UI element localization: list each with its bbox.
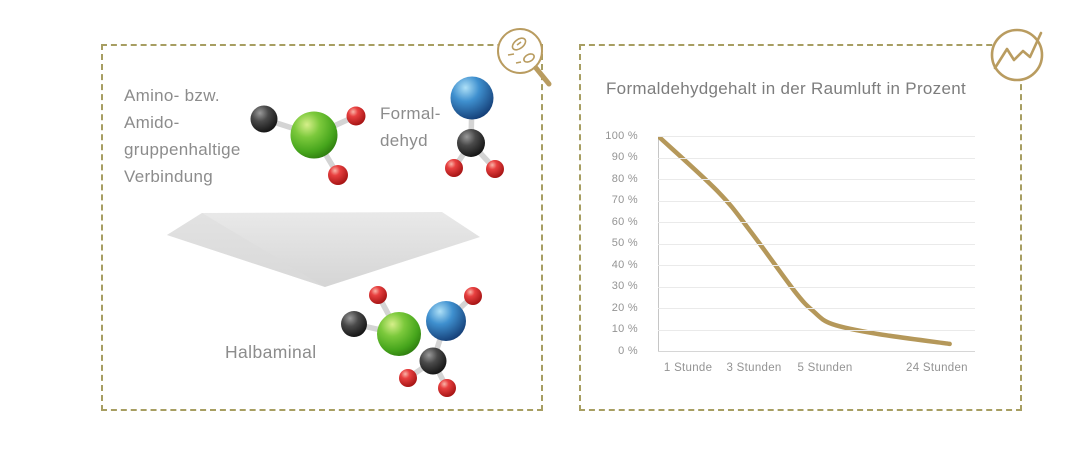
blue-atom: [450, 76, 494, 120]
y-axis-tick-label: 30 %: [611, 280, 638, 292]
trend-line-chart-icon: [990, 28, 1044, 82]
formaldehyde-label-line1: Formal-: [380, 104, 441, 123]
magnifier-germ-shapes: [507, 37, 535, 64]
magnifier-handle: [533, 65, 552, 87]
green-atom: [290, 111, 338, 159]
x-axis-tick-label: 3 Stunden: [726, 362, 782, 374]
red-atom: [328, 165, 348, 185]
gridline: [658, 222, 975, 223]
y-axis-tick-label: 60 %: [611, 215, 638, 228]
trend-zigzag-line: [993, 31, 1043, 70]
x-axis-tick-label: 5 Stunden: [797, 362, 853, 374]
red-atom: [346, 106, 366, 126]
y-axis-tick-label: 80 %: [611, 172, 638, 185]
gridline: [658, 179, 975, 180]
product-label: Halbaminal: [225, 342, 317, 362]
chart-title: Formaldehydgehalt in der Raumluft in Pro…: [606, 79, 966, 98]
black-atom: [250, 105, 278, 133]
formaldehyde-chart-panel: Formaldehydgehalt in der Raumluft in Pro…: [579, 44, 1022, 411]
y-axis-tick-label: 0 %: [618, 344, 638, 357]
red-atom: [438, 379, 456, 397]
black-atom: [457, 129, 485, 157]
y-axis-tick-label: 70 %: [611, 194, 638, 206]
halbaminal-molecule-illustration: [341, 286, 482, 397]
magnifier-molecules-icon: [497, 28, 552, 87]
reactant-label-line3: gruppenhaltige: [124, 140, 241, 159]
y-axis-tick-label: 20 %: [611, 301, 638, 314]
gridline: [658, 329, 975, 331]
reactant-label-line4: Verbindung: [124, 167, 214, 186]
reactant-label: Amino- bzw. Amido- gruppenhaltige Verbin…: [124, 82, 241, 190]
red-atom: [445, 159, 463, 177]
gridline: [658, 265, 975, 266]
reactant-label-line2: Amido-: [124, 113, 180, 132]
y-axis-tick-label: 10 %: [611, 323, 638, 335]
formaldehyde-decay-curve: [658, 136, 952, 347]
formaldehyde-label-line2: dehyd: [380, 131, 428, 150]
black-atom: [341, 311, 367, 337]
y-axis-tick-label: 50 %: [611, 237, 638, 249]
red-atom: [369, 286, 387, 304]
red-atom: [464, 287, 482, 305]
gridline: [658, 286, 975, 288]
y-axis-tick-label: 40 %: [611, 258, 638, 271]
y-axis-tick-label: 100 %: [605, 129, 638, 142]
blue-atom: [426, 301, 466, 341]
gridline: [658, 136, 975, 137]
gridline: [658, 200, 975, 202]
gridline: [658, 351, 975, 352]
amino-compound-molecule-illustration: [250, 105, 366, 185]
gridline: [658, 308, 975, 309]
x-axis-tick-label: 1 Stunde: [663, 362, 713, 374]
reactant-label-line1: Amino- bzw.: [124, 86, 220, 105]
gridline: [658, 157, 975, 159]
x-axis-tick-label: 24 Stunden: [906, 362, 968, 374]
y-axis-tick-label: 90 %: [611, 151, 638, 163]
reaction-down-arrow: [167, 212, 480, 287]
red-atom: [486, 160, 504, 178]
black-atom: [419, 347, 447, 375]
formaldehyde-label: Formal- dehyd: [380, 100, 441, 154]
red-atom: [399, 369, 417, 387]
gridline: [658, 243, 975, 245]
formaldehyde-molecule-illustration: [445, 76, 504, 178]
reaction-diagram-panel: Amino- bzw. Amido- gruppenhaltige Verbin…: [101, 44, 543, 411]
green-atom: [377, 312, 421, 356]
